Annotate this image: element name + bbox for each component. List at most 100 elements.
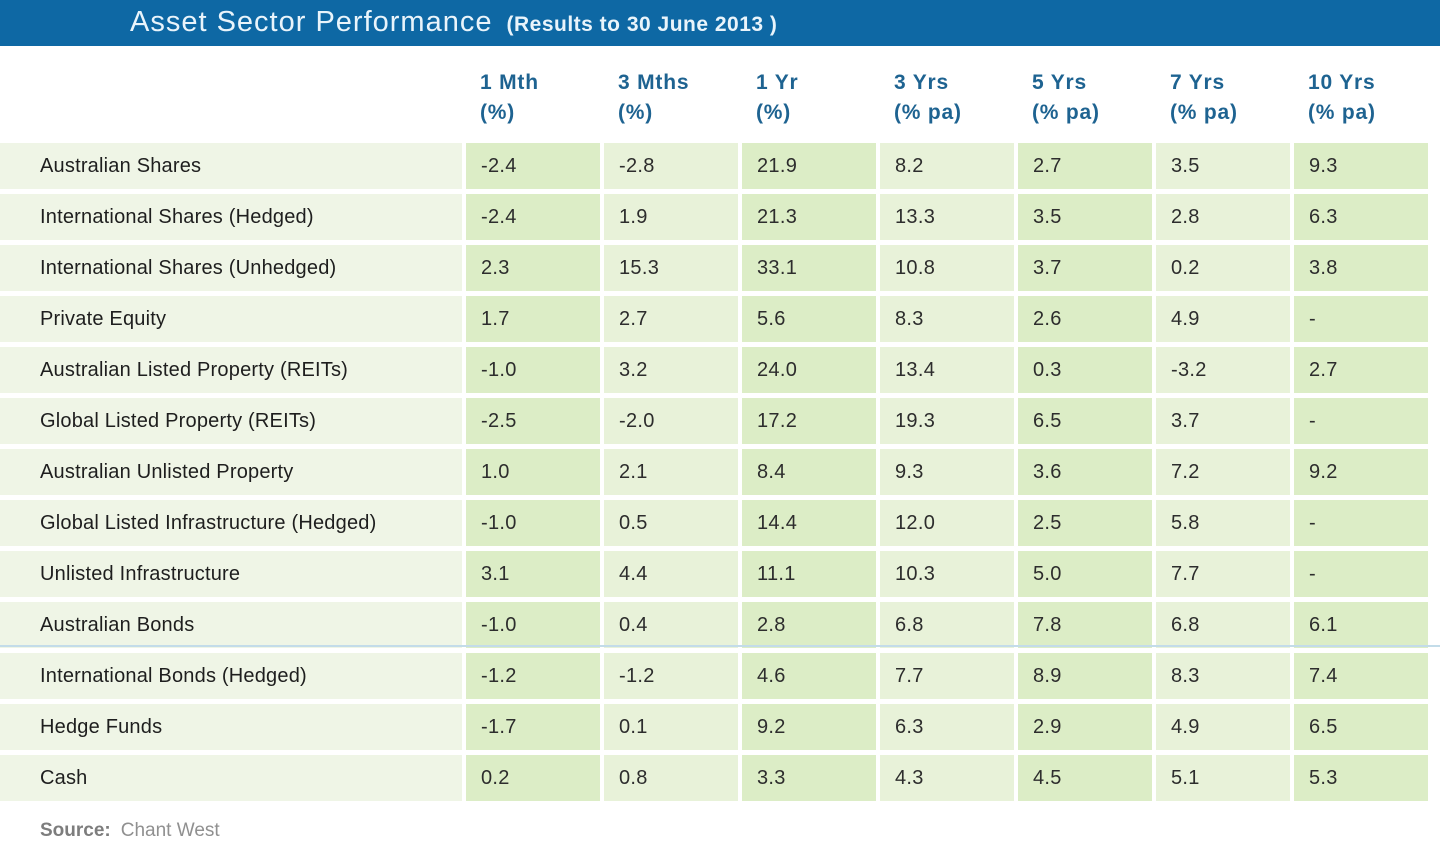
- cell-value: 9.2: [1294, 449, 1428, 495]
- cell-value: 12.0: [880, 500, 1014, 546]
- cell-value: 11.1: [742, 551, 876, 597]
- cell-value: 3.5: [1156, 143, 1290, 189]
- cell-value: -1.2: [604, 653, 738, 699]
- source-value: Chant West: [120, 820, 220, 841]
- cell-value: 15.3: [604, 245, 738, 291]
- cell-value: -1.2: [466, 653, 600, 699]
- cell-value: 4.9: [1156, 296, 1290, 342]
- cell-value: 10.3: [880, 551, 1014, 597]
- row-label: Australian Bonds: [0, 602, 462, 648]
- cell-value: 2.8: [1156, 194, 1290, 240]
- cell-value: 3.7: [1156, 398, 1290, 444]
- cell-value: 0.8: [604, 755, 738, 801]
- cell-value: 33.1: [742, 245, 876, 291]
- cell-value: 13.4: [880, 347, 1014, 393]
- row-label: International Shares (Unhedged): [0, 245, 462, 291]
- cell-value: 0.4: [604, 602, 738, 648]
- column-header: 3 Mths (%): [604, 46, 738, 138]
- cell-value: 8.4: [742, 449, 876, 495]
- column-header: 1 Yr (%): [742, 46, 876, 138]
- cell-value: 2.9: [1018, 704, 1152, 750]
- cell-value: 0.5: [604, 500, 738, 546]
- cell-value: 24.0: [742, 347, 876, 393]
- cell-value: -: [1294, 551, 1428, 597]
- cell-value: 3.2: [604, 347, 738, 393]
- cell-value: 7.8: [1018, 602, 1152, 648]
- cell-value: 5.6: [742, 296, 876, 342]
- column-header-unit: (% pa): [1308, 101, 1376, 124]
- cell-value: 2.6: [1018, 296, 1152, 342]
- cell-value: 5.0: [1018, 551, 1152, 597]
- column-header: 10 Yrs (% pa): [1294, 46, 1428, 138]
- cell-value: 3.5: [1018, 194, 1152, 240]
- cell-value: -2.4: [466, 194, 600, 240]
- source-note: Source: Chant West: [40, 820, 220, 842]
- cell-value: 6.5: [1018, 398, 1152, 444]
- cell-value: 2.7: [1018, 143, 1152, 189]
- column-header-period: 1 Yr: [756, 71, 799, 94]
- cell-value: 4.9: [1156, 704, 1290, 750]
- column-header-period: 3 Yrs: [894, 71, 949, 94]
- cell-value: 7.7: [1156, 551, 1290, 597]
- cell-value: -1.0: [466, 500, 600, 546]
- cell-value: 9.3: [1294, 143, 1428, 189]
- cell-value: 2.3: [466, 245, 600, 291]
- cell-value: 6.5: [1294, 704, 1428, 750]
- cell-value: 7.4: [1294, 653, 1428, 699]
- cell-value: 2.5: [1018, 500, 1152, 546]
- row-label: Global Listed Property (REITs): [0, 398, 462, 444]
- cell-value: 17.2: [742, 398, 876, 444]
- cell-value: 8.3: [1156, 653, 1290, 699]
- cell-value: 2.7: [604, 296, 738, 342]
- cell-value: 5.1: [1156, 755, 1290, 801]
- cell-value: 2.7: [1294, 347, 1428, 393]
- cell-value: 0.2: [1156, 245, 1290, 291]
- cell-value: 4.6: [742, 653, 876, 699]
- row-label: International Bonds (Hedged): [0, 653, 462, 699]
- cell-value: -: [1294, 500, 1428, 546]
- column-header-unit: (% pa): [1032, 101, 1100, 124]
- column-header-unit: (%): [618, 101, 654, 124]
- column-header-period: 1 Mth: [480, 71, 539, 94]
- row-label: Australian Shares: [0, 143, 462, 189]
- cell-value: 4.3: [880, 755, 1014, 801]
- column-header-period: 5 Yrs: [1032, 71, 1087, 94]
- cell-value: 3.3: [742, 755, 876, 801]
- cell-value: 9.2: [742, 704, 876, 750]
- cell-value: 0.2: [466, 755, 600, 801]
- cell-value: 8.3: [880, 296, 1014, 342]
- cell-value: -2.5: [466, 398, 600, 444]
- cell-value: 8.9: [1018, 653, 1152, 699]
- cell-value: -3.2: [1156, 347, 1290, 393]
- cell-value: -2.4: [466, 143, 600, 189]
- cell-value: 10.8: [880, 245, 1014, 291]
- page-subtitle: (Results to 30 June 2013 ): [506, 13, 778, 36]
- cell-value: 1.9: [604, 194, 738, 240]
- cell-value: 13.3: [880, 194, 1014, 240]
- column-header-unit: (%): [756, 101, 792, 124]
- column-header: 3 Yrs (% pa): [880, 46, 1014, 138]
- column-header: 5 Yrs (% pa): [1018, 46, 1152, 138]
- column-header: 1 Mth (%): [466, 46, 600, 138]
- header-corner-cell: [0, 46, 462, 138]
- cell-value: 3.1: [466, 551, 600, 597]
- cell-value: 1.0: [466, 449, 600, 495]
- cell-value: 4.4: [604, 551, 738, 597]
- cell-value: 2.1: [604, 449, 738, 495]
- cell-value: -: [1294, 398, 1428, 444]
- cell-value: 14.4: [742, 500, 876, 546]
- row-label: International Shares (Hedged): [0, 194, 462, 240]
- cell-value: 8.2: [880, 143, 1014, 189]
- column-header-period: 7 Yrs: [1170, 71, 1225, 94]
- cell-value: -1.0: [466, 347, 600, 393]
- column-header-period: 10 Yrs: [1308, 71, 1376, 94]
- performance-table: 1 Mth (%) 3 Mths (%) 1 Yr (%) 3 Yrs (% pa) 5 Yrs…: [0, 46, 1428, 801]
- cell-value: 7.2: [1156, 449, 1290, 495]
- row-label: Private Equity: [0, 296, 462, 342]
- cell-value: 21.9: [742, 143, 876, 189]
- cell-value: -2.8: [604, 143, 738, 189]
- cell-value: 5.8: [1156, 500, 1290, 546]
- column-header-unit: (% pa): [1170, 101, 1238, 124]
- title-bar: Asset Sector Performance (Results to 30 …: [0, 0, 1440, 46]
